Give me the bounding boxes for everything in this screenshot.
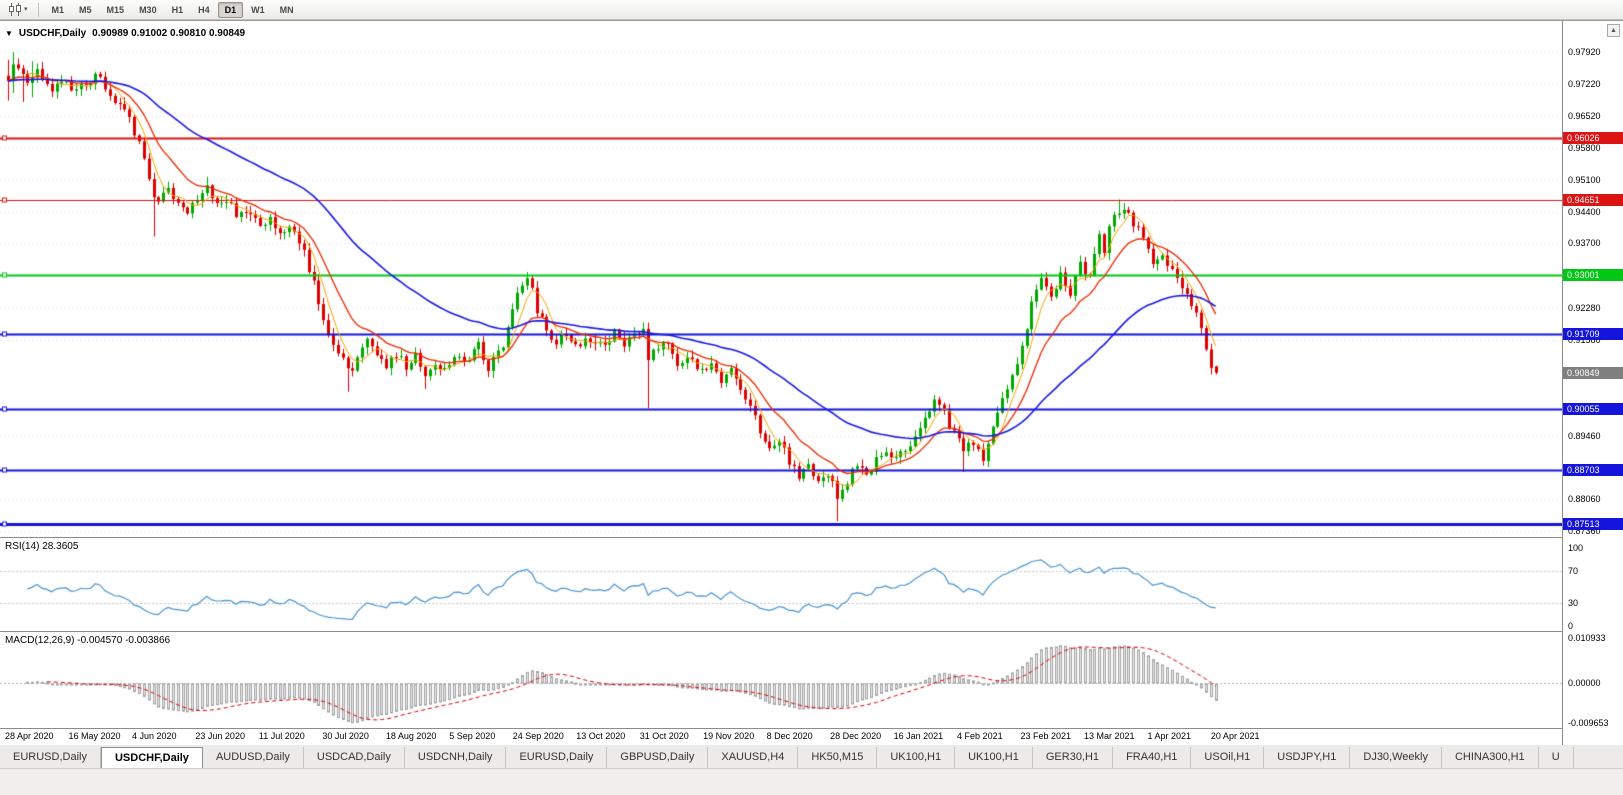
date-tick-label: 5 Sep 2020 xyxy=(449,731,496,741)
chart-tab-eurusd-daily[interactable]: EURUSD,Daily xyxy=(0,747,101,768)
rsi-level-label: 0 xyxy=(1568,621,1574,631)
date-tick-label: 20 Apr 2021 xyxy=(1210,731,1260,741)
timeframe-button-m5[interactable]: M5 xyxy=(79,4,92,15)
date-tick-label: 4 Feb 2021 xyxy=(957,731,1003,741)
date-tick-label: 28 Apr 2020 xyxy=(5,731,54,741)
chart-symbol-period: USDCHF,Daily xyxy=(18,28,87,39)
date-tick-label: 4 Jun 2020 xyxy=(131,731,177,741)
chart-title: ▼ USDCHF,Daily 0.90989 0.91002 0.90810 0… xyxy=(5,28,245,39)
macd-level-label: 0.00000 xyxy=(1568,678,1601,689)
date-axis[interactable]: 28 Apr 2020 16 May 2020 4 Jun 2020 23 Jun 2… xyxy=(0,731,1562,745)
chart-tab-ger30-h1[interactable]: GER30,H1 xyxy=(1033,747,1114,768)
chart-dropdown-icon[interactable]: ▼ xyxy=(5,28,13,38)
timeframe-button-h4[interactable]: H4 xyxy=(198,4,210,15)
date-tick-label: 28 Dec 2020 xyxy=(830,731,882,741)
date-tick-label: 8 Dec 2020 xyxy=(766,731,813,741)
date-tick-label: 11 Jul 2020 xyxy=(258,731,305,741)
macd-level-label: -0.009653 xyxy=(1568,718,1609,728)
macd-panel-splitter[interactable] xyxy=(0,631,1623,632)
price-tick-label: 0.93700 xyxy=(1568,238,1601,249)
scroll-up-icon[interactable]: ▲ xyxy=(1607,24,1620,37)
timeframe-button-d1[interactable]: D1 xyxy=(217,1,244,18)
macd-level-label: 0.010933 xyxy=(1568,633,1606,643)
chart-tab-uk100-h1[interactable]: UK100,H1 xyxy=(955,747,1033,768)
rsi-level-label: 70 xyxy=(1568,566,1579,577)
chart-canvas[interactable] xyxy=(0,21,1562,745)
chart-tab-china300-h1[interactable]: CHINA300,H1 xyxy=(1442,747,1539,768)
chevron-down-icon: ▾ xyxy=(24,6,28,13)
hline-price-tag: 0.96026 xyxy=(1563,131,1623,144)
date-tick-label: 13 Oct 2020 xyxy=(576,731,626,741)
chart-tab-usdcad-daily[interactable]: USDCAD,Daily xyxy=(304,747,405,768)
timeframe-buttons: M1 M5 M15 M30 H1 H4 D1 W1 MN xyxy=(45,1,301,18)
timeframe-button-m1[interactable]: M1 xyxy=(51,4,65,15)
date-tick-label: 13 Mar 2021 xyxy=(1083,731,1135,741)
price-tick-label: 0.96520 xyxy=(1568,110,1601,121)
price-tick-label: 0.87360 xyxy=(1568,525,1601,536)
price-tick-label: 0.94400 xyxy=(1568,206,1601,217)
toolbar-separator xyxy=(37,2,39,17)
price-tick-label: 0.95800 xyxy=(1568,143,1601,154)
chart-ohlc-values: 0.90989 0.91002 0.90810 0.90849 xyxy=(92,28,246,39)
hline-price-tag: 0.88703 xyxy=(1563,463,1623,476)
date-tick-label: 31 Oct 2020 xyxy=(639,731,689,741)
chart-tab-eurusd-daily[interactable]: EURUSD,Daily xyxy=(506,747,608,768)
price-tick-label: 0.97920 xyxy=(1568,47,1601,58)
chart-tab-audusd-daily[interactable]: AUDUSD,Daily xyxy=(203,747,304,768)
timeframe-button-m15[interactable]: M15 xyxy=(106,4,125,15)
hline-price-tag: 0.90055 xyxy=(1563,402,1623,415)
current-price-tag: 0.90849 xyxy=(1563,366,1623,379)
price-tick-label: 0.89460 xyxy=(1568,430,1601,441)
chart-tab-u[interactable]: U xyxy=(1539,747,1574,768)
chart-tabs: EURUSD,Daily USDCHF,Daily AUDUSD,Daily USDC… xyxy=(0,744,1623,768)
hline-price-tag: 0.93001 xyxy=(1563,269,1623,282)
hline-price-tag: 0.94651 xyxy=(1563,194,1623,207)
price-tick-label: 0.88060 xyxy=(1568,494,1601,505)
rsi-indicator-label: RSI(14) 28.3605 xyxy=(5,541,79,552)
date-tick-label: 19 Nov 2020 xyxy=(703,731,755,741)
status-bar xyxy=(0,768,1623,795)
date-tick-label: 23 Jun 2020 xyxy=(195,731,245,741)
timeframe-button-w1[interactable]: W1 xyxy=(251,4,265,15)
date-tick-label: 1 Apr 2021 xyxy=(1147,731,1191,741)
chart-tab-uk100-h1[interactable]: UK100,H1 xyxy=(877,747,956,768)
chart-tab-usdcnh-daily[interactable]: USDCNH,Daily xyxy=(405,747,507,768)
date-tick-label: 18 Aug 2020 xyxy=(385,731,437,741)
price-tick-label: 0.95100 xyxy=(1568,174,1601,185)
rsi-panel-splitter[interactable] xyxy=(0,537,1623,538)
price-axis[interactable]: 0.97920 0.97220 0.96520 0.95800 0.95100 0.944… xyxy=(1562,21,1623,745)
price-tick-label: 0.92280 xyxy=(1568,302,1601,313)
chart-tab-dj30-weekly[interactable]: DJ30,Weekly xyxy=(1350,747,1442,768)
chart-tab-fra40-h1[interactable]: FRA40,H1 xyxy=(1113,747,1192,768)
rsi-level-label: 100 xyxy=(1568,543,1584,553)
hline-price-tag: 0.91709 xyxy=(1563,327,1623,340)
macd-indicator-label: MACD(12,26,9) -0.004570 -0.003866 xyxy=(5,635,171,646)
chart-tab-xauusd-h4[interactable]: XAUUSD,H4 xyxy=(708,747,799,768)
candlestick-chart-icon xyxy=(9,3,21,16)
hline-price-tag: 0.87513 xyxy=(1563,517,1623,530)
price-tick-label: 0.97220 xyxy=(1568,78,1601,89)
date-tick-label: 16 May 2020 xyxy=(68,731,121,741)
chart-tab-usoil-h1[interactable]: USOil,H1 xyxy=(1191,747,1265,768)
date-tick-label: 24 Sep 2020 xyxy=(512,731,564,741)
rsi-level-label: 30 xyxy=(1568,597,1579,608)
timeframe-button-m30[interactable]: M30 xyxy=(139,4,157,15)
chart-tab-usdchf-daily[interactable]: USDCHF,Daily xyxy=(100,747,203,768)
date-tick-label: 16 Jan 2021 xyxy=(893,731,944,741)
chart-window: ▼ USDCHF,Daily 0.90989 0.91002 0.90810 0… xyxy=(0,20,1623,745)
date-axis-splitter xyxy=(0,728,1623,729)
date-tick-label: 23 Feb 2021 xyxy=(1020,731,1072,741)
chart-tab-usdjpy-h1[interactable]: USDJPY,H1 xyxy=(1264,747,1351,768)
date-tick-label: 30 Jul 2020 xyxy=(322,731,369,741)
timeframe-button-h1[interactable]: H1 xyxy=(171,4,184,15)
chart-tab-hk50-m15[interactable]: HK50,M15 xyxy=(798,747,878,768)
top-toolbar: ▾ M1 M5 M15 M30 H1 H4 D1 W1 MN xyxy=(0,0,1623,20)
chart-tab-gbpusd-daily[interactable]: GBPUSD,Daily xyxy=(607,747,709,768)
chart-type-button[interactable]: ▾ xyxy=(4,1,32,18)
timeframe-button-mn[interactable]: MN xyxy=(279,4,294,15)
